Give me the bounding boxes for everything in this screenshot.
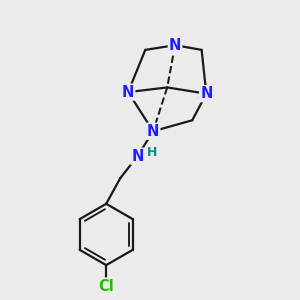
- Text: N: N: [131, 149, 144, 164]
- Text: N: N: [200, 86, 212, 101]
- Text: H: H: [146, 146, 157, 159]
- Text: Cl: Cl: [98, 279, 114, 294]
- Text: N: N: [169, 38, 181, 53]
- Text: N: N: [147, 124, 159, 139]
- Text: N: N: [122, 85, 134, 100]
